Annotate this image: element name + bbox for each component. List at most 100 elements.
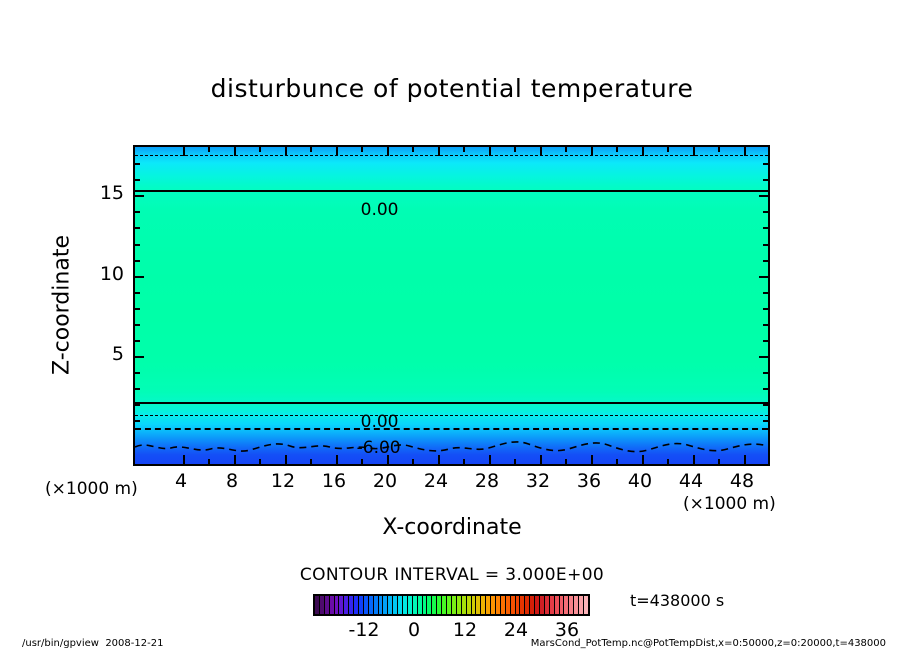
colorbar-swatch-31 xyxy=(466,596,472,614)
x-units-left-label: (×1000 m) xyxy=(45,479,138,499)
colorbar-swatch-49 xyxy=(554,596,560,614)
x-tick-label-48: 48 xyxy=(729,470,755,492)
colorbar-swatch-1 xyxy=(319,596,325,614)
x-tick-40 xyxy=(642,455,644,464)
x-tick-label-44: 44 xyxy=(678,470,704,492)
x-tick-minor xyxy=(259,459,261,464)
y-tick-minor xyxy=(135,324,140,326)
y-tick-right-minor xyxy=(763,179,768,181)
x-tick-label-4: 4 xyxy=(174,470,188,492)
colorbar-swatch-50 xyxy=(559,596,565,614)
colorbar-swatch-37 xyxy=(495,596,501,614)
colorbar-swatch-12 xyxy=(373,596,379,614)
y-tick-minor xyxy=(135,179,140,181)
x-tick-36 xyxy=(591,455,593,464)
x-tick-top-40 xyxy=(642,147,644,156)
x-tick-28 xyxy=(489,455,491,464)
x-tick-minor xyxy=(718,459,720,464)
x-tick-label-24: 24 xyxy=(423,470,449,492)
x-tick-label-40: 40 xyxy=(627,470,653,492)
colorbar-swatch-53 xyxy=(574,596,580,614)
contour-label-minus-six: -6.00 xyxy=(331,418,405,464)
x-tick-label-12: 12 xyxy=(270,470,296,492)
x-tick-top-36 xyxy=(591,147,593,156)
y-tick-minor xyxy=(135,372,140,374)
colorbar-swatch-21 xyxy=(417,596,423,614)
colorbar-swatch-10 xyxy=(363,596,369,614)
colorbar-swatch-8 xyxy=(354,596,360,614)
y-tick-minor xyxy=(135,308,140,310)
y-tick-right-minor xyxy=(763,420,768,422)
y-axis-title: Z-coordinate xyxy=(49,235,75,375)
colorbar-swatch-13 xyxy=(378,596,384,614)
colorbar-tick-label-36: 36 xyxy=(554,619,580,641)
x-tick-top-minor xyxy=(361,147,363,152)
x-tick-minor xyxy=(514,459,516,464)
x-tick-48 xyxy=(744,455,746,464)
x-tick-32 xyxy=(540,455,542,464)
colorbar xyxy=(313,594,590,616)
footer-date: 2008-12-21 xyxy=(105,638,164,649)
contour-line-dashed-minus3 xyxy=(135,415,768,416)
y-tick-label-5: 5 xyxy=(111,343,124,365)
contour-line-zero-top xyxy=(135,190,768,192)
y-tick-right-minor xyxy=(763,340,768,342)
x-tick-20 xyxy=(387,455,389,464)
colorbar-swatch-36 xyxy=(491,596,496,614)
x-tick-label-36: 36 xyxy=(576,470,602,492)
footer-command: /usr/bin/gpview xyxy=(22,638,99,649)
contour-plot-area: 0.00 0.00 -6.00 xyxy=(133,145,770,466)
x-tick-8 xyxy=(234,455,236,464)
y-tick-right-minor xyxy=(763,244,768,246)
colorbar-swatch-18 xyxy=(403,596,408,614)
colorbar-swatch-38 xyxy=(500,596,506,614)
colorbar-swatch-29 xyxy=(456,596,462,614)
contour-label-zero-bottom: 0.00 xyxy=(335,392,402,452)
colorbar-swatch-11 xyxy=(368,596,374,614)
y-tick-right-5 xyxy=(759,356,768,358)
colorbar-swatch-6 xyxy=(344,596,350,614)
x-tick-top-minor xyxy=(718,147,720,152)
y-tick-minor xyxy=(135,244,140,246)
x-tick-minor xyxy=(463,459,465,464)
y-tick-right-minor xyxy=(763,260,768,262)
y-tick-minor xyxy=(135,292,140,294)
x-tick-label-16: 16 xyxy=(321,470,347,492)
x-axis-title: X-coordinate xyxy=(382,515,522,540)
x-tick-top-minor xyxy=(463,147,465,152)
colorbar-swatch-15 xyxy=(388,596,394,614)
x-tick-top-16 xyxy=(336,147,338,156)
x-tick-label-8: 8 xyxy=(225,470,239,492)
y-tick-right-minor xyxy=(763,388,768,390)
colorbar-swatch-34 xyxy=(481,596,487,614)
contour-label-text: 0.00 xyxy=(360,412,399,432)
x-tick-label-20: 20 xyxy=(372,470,398,492)
x-tick-top-minor xyxy=(310,147,312,152)
time-label: t=438000 s xyxy=(630,591,725,610)
contour-line-dashed-minus9 xyxy=(135,441,768,453)
colorbar-tick-label-12: 12 xyxy=(452,619,478,641)
temperature-field xyxy=(135,147,768,464)
contour-label-text: -6.00 xyxy=(356,438,401,458)
colorbar-swatch-28 xyxy=(451,596,457,614)
colorbar-swatch-23 xyxy=(427,596,433,614)
colorbar-swatch-17 xyxy=(398,596,404,614)
colorbar-swatch-54 xyxy=(579,596,584,614)
colorbar-swatch-44 xyxy=(530,596,536,614)
footer-right: MarsCond_PotTemp.nc@PotTempDist,x=0:5000… xyxy=(530,638,886,649)
colorbar-swatch-46 xyxy=(539,596,545,614)
colorbar-swatch-26 xyxy=(442,596,448,614)
x-tick-minor xyxy=(310,459,312,464)
colorbar-swatch-14 xyxy=(383,596,389,614)
y-tick-right-minor xyxy=(763,308,768,310)
colorbar-swatch-0 xyxy=(315,596,320,614)
colorbar-swatch-4 xyxy=(334,596,340,614)
x-tick-minor xyxy=(361,459,363,464)
colorbar-swatch-27 xyxy=(447,596,452,614)
colorbar-swatch-2 xyxy=(324,596,330,614)
y-tick-right-minor xyxy=(763,292,768,294)
colorbar-swatch-41 xyxy=(515,596,521,614)
y-tick-10 xyxy=(135,276,144,278)
colorbar-swatch-22 xyxy=(422,596,428,614)
x-tick-minor xyxy=(667,459,669,464)
